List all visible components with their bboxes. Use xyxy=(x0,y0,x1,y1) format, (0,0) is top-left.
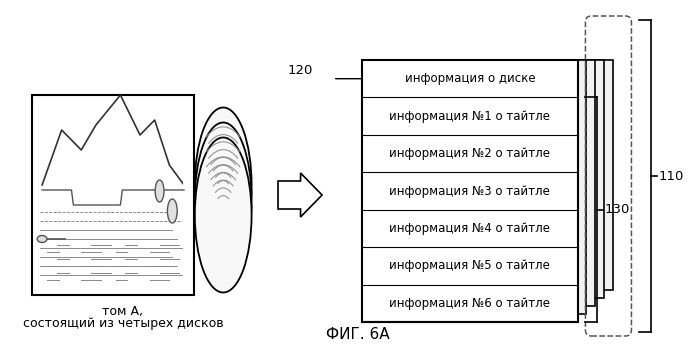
Text: 120: 120 xyxy=(288,64,313,77)
Ellipse shape xyxy=(195,138,252,293)
Text: 130: 130 xyxy=(605,203,630,216)
Text: состоящий из четырех дисков: состоящий из четырех дисков xyxy=(22,317,223,330)
Ellipse shape xyxy=(195,107,252,262)
Text: информация №5 о тайтле: информация №5 о тайтле xyxy=(389,259,550,272)
Text: информация №6 о тайтле: информация №6 о тайтле xyxy=(389,297,550,310)
FancyBboxPatch shape xyxy=(32,95,194,295)
Ellipse shape xyxy=(195,122,252,278)
FancyBboxPatch shape xyxy=(398,60,613,290)
FancyBboxPatch shape xyxy=(380,60,596,306)
FancyBboxPatch shape xyxy=(362,60,577,322)
Text: том А,: том А, xyxy=(102,305,143,318)
Text: информация о диске: информация о диске xyxy=(405,72,535,85)
Text: ФИГ. 6А: ФИГ. 6А xyxy=(326,327,389,342)
Text: информация №3 о тайтле: информация №3 о тайтле xyxy=(389,184,550,197)
FancyArrow shape xyxy=(278,173,322,217)
Ellipse shape xyxy=(155,180,164,202)
Ellipse shape xyxy=(37,236,47,243)
Text: информация №2 о тайтле: информация №2 о тайтле xyxy=(389,147,550,160)
Text: информация №4 о тайтле: информация №4 о тайтле xyxy=(389,222,550,235)
Ellipse shape xyxy=(167,199,177,223)
FancyBboxPatch shape xyxy=(371,60,586,314)
Text: информация №1 о тайтле: информация №1 о тайтле xyxy=(389,110,550,122)
FancyBboxPatch shape xyxy=(389,60,604,298)
Text: 110: 110 xyxy=(659,169,684,182)
